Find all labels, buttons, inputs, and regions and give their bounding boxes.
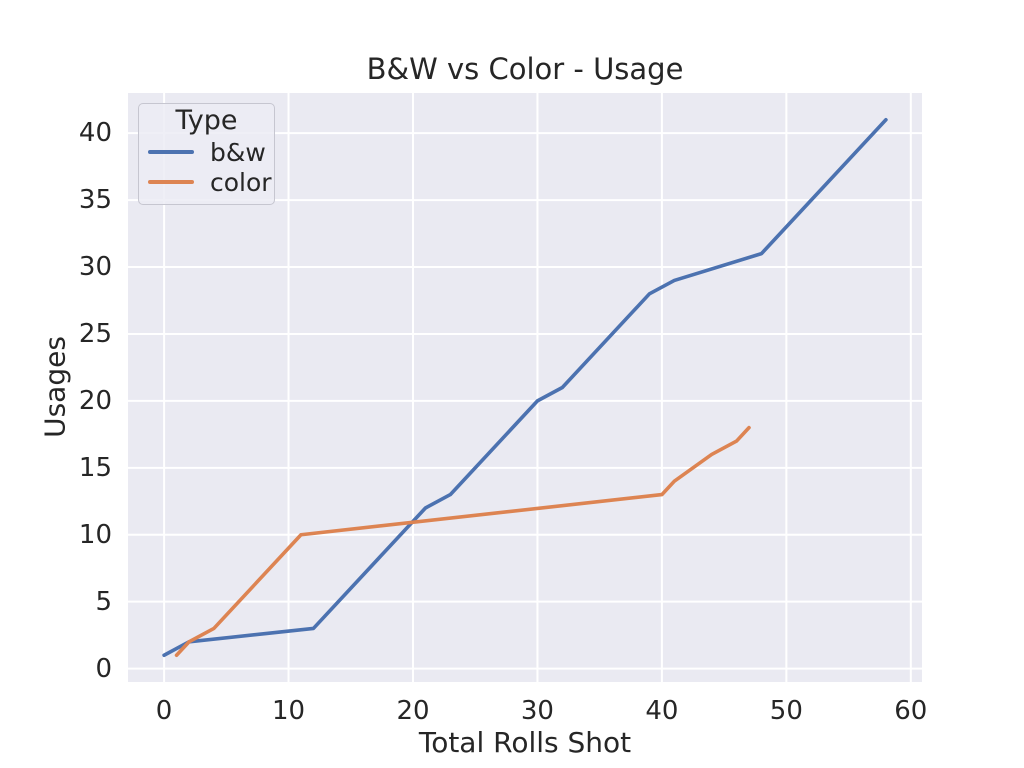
color-line-swatch (148, 179, 194, 185)
plot-area: Type b&w color (128, 93, 922, 682)
x-tick-label: 50 (769, 696, 803, 726)
line-chart-canvas (128, 93, 922, 682)
y-tick-label: 35 (78, 185, 112, 216)
y-tick-label: 40 (78, 118, 112, 149)
y-tick-label: 15 (78, 452, 112, 483)
x-tick-label: 40 (645, 696, 679, 726)
bw-line-swatch (148, 149, 194, 155)
y-axis-label: Usages (38, 336, 72, 438)
x-tick-label: 60 (894, 696, 928, 726)
y-tick-label: 5 (95, 586, 112, 617)
legend-label-color: color (210, 167, 272, 197)
series-line-color (174, 425, 751, 658)
y-tick-label: 0 (95, 653, 112, 684)
legend: Type b&w color (138, 103, 275, 205)
y-tick-label: 20 (78, 385, 112, 416)
x-tick-label: 10 (271, 696, 306, 726)
series-line-bw (162, 117, 888, 658)
x-tick-label: 0 (155, 696, 173, 726)
x-axis-label: Total Rolls Shot (418, 726, 632, 759)
chart-title: B&W vs Color - Usage (366, 52, 684, 86)
legend-label-bw: b&w (210, 137, 266, 167)
y-tick-label: 30 (78, 252, 112, 283)
y-tick-label: 10 (78, 519, 112, 550)
legend-title: Type (175, 105, 238, 136)
x-tick-label: 20 (396, 696, 430, 726)
x-tick-label: 30 (520, 696, 554, 726)
legend-entry-bw: b&w (139, 137, 274, 167)
legend-entry-color: color (139, 167, 274, 197)
y-tick-label: 25 (78, 318, 112, 349)
